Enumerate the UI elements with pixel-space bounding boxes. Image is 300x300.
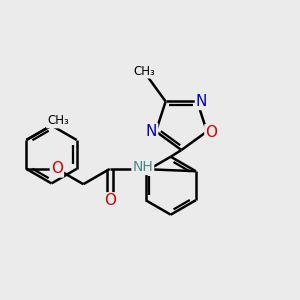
Text: O: O bbox=[51, 161, 63, 176]
Text: O: O bbox=[206, 125, 218, 140]
Text: N: N bbox=[196, 94, 207, 109]
Text: N: N bbox=[146, 124, 157, 139]
Text: CH₃: CH₃ bbox=[134, 64, 155, 78]
Text: O: O bbox=[104, 193, 116, 208]
Text: CH₃: CH₃ bbox=[47, 114, 69, 128]
Text: NH: NH bbox=[132, 160, 153, 174]
